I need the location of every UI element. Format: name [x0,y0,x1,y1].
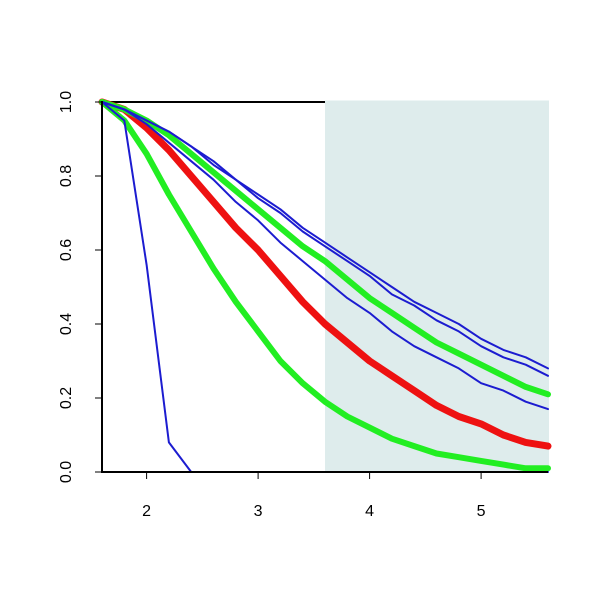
y-tick-label: 0.6 [58,239,75,261]
x-tick-label: 4 [365,503,374,520]
x-tick-label: 5 [477,503,486,520]
y-tick-label: 0.2 [58,387,75,409]
x-tick-label: 3 [254,503,263,520]
curve [99,99,551,398]
curve [101,101,549,377]
curve [98,98,552,450]
y-tick-label: 0.0 [58,461,75,483]
shaded-region [325,100,549,472]
curve [99,99,551,472]
y-tick-label: 0.8 [58,165,75,187]
y-tick-label: 0.4 [58,313,75,335]
curve [101,101,549,411]
y-tick-label: 1.0 [58,91,75,113]
x-tick-label: 2 [142,503,151,520]
